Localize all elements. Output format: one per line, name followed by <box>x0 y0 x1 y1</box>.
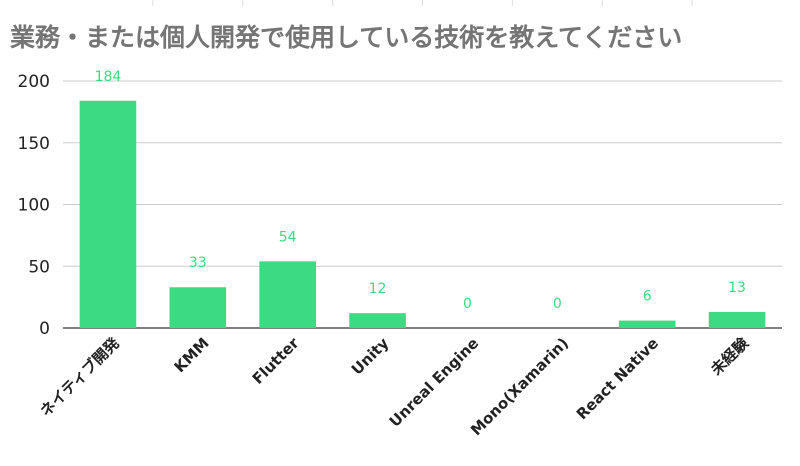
bar <box>349 313 406 328</box>
x-tick-label: Unreal Engine <box>386 334 483 431</box>
data-label: 13 <box>728 280 746 296</box>
y-tick-label: 200 <box>18 72 50 92</box>
x-tick-label: Unity <box>348 334 393 379</box>
grid-lines <box>63 0 782 329</box>
data-label: 6 <box>643 289 652 305</box>
data-label: 0 <box>463 296 472 312</box>
x-tick-label: KMM <box>171 334 213 376</box>
data-label: 0 <box>553 296 562 312</box>
x-tick-label: 未経験 <box>707 333 753 379</box>
bar <box>618 320 676 328</box>
x-tick-label: ネイティブ開発 <box>37 333 124 420</box>
chart-title: 業務・または個人開発で使用している技術を教えてください <box>10 23 683 52</box>
y-tick-label: 50 <box>28 257 50 277</box>
x-tick-label: React Native <box>573 334 662 423</box>
bars <box>79 100 766 328</box>
data-labels: 184 33 54 12 0 0 6 13 <box>95 69 746 312</box>
y-tick-label: 0 <box>39 319 50 339</box>
y-axis-ticks: 0 50 100 150 200 <box>18 72 50 339</box>
bar <box>259 261 316 328</box>
data-label: 33 <box>189 255 207 271</box>
bar <box>79 100 137 328</box>
y-tick-label: 150 <box>18 134 50 154</box>
x-tick-label: Mono(Xamarin) <box>467 334 572 439</box>
data-label: 184 <box>95 69 122 85</box>
y-tick-label: 100 <box>18 196 50 216</box>
bar <box>169 287 227 328</box>
bar <box>708 311 766 328</box>
x-tick-label: Flutter <box>249 334 303 388</box>
data-label: 54 <box>279 229 297 245</box>
data-label: 12 <box>369 281 387 297</box>
